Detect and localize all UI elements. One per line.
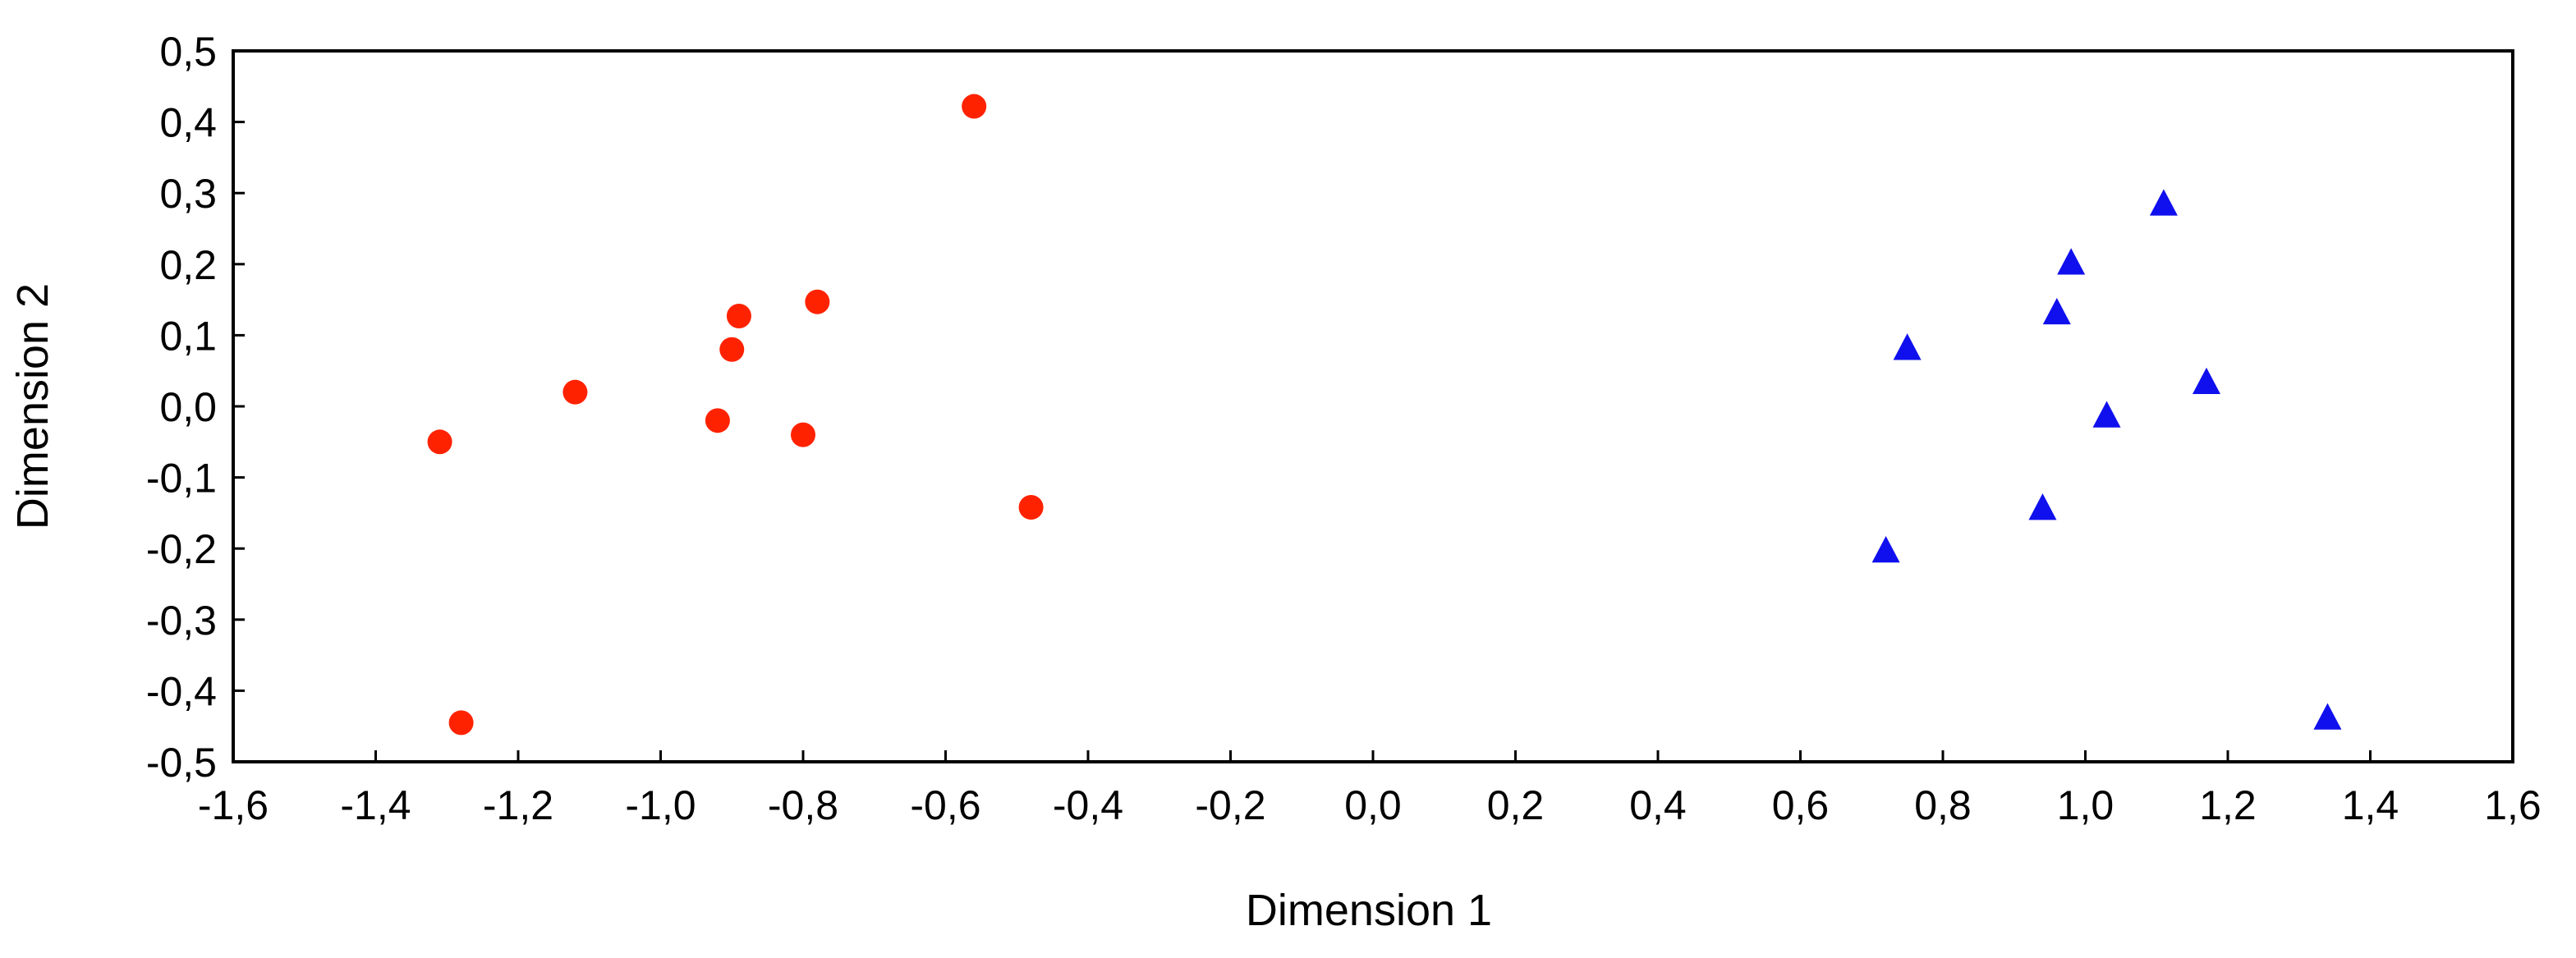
data-point-circle <box>427 429 452 455</box>
data-point-circle <box>726 304 751 329</box>
data-point-triangle <box>1871 535 1900 563</box>
y-tick-label: -0,4 <box>146 668 217 714</box>
x-tick-label: 0,2 <box>1487 782 1545 828</box>
data-point-circle <box>705 408 730 433</box>
x-tick-label: 0,4 <box>1629 782 1687 828</box>
y-tick-label: 0,0 <box>159 384 217 430</box>
x-tick-label: 1,2 <box>2199 782 2257 828</box>
data-point-triangle <box>1893 333 1922 360</box>
x-axis-title: Dimension 1 <box>1246 886 1492 935</box>
x-tick-label: -1,6 <box>198 782 269 828</box>
data-point-triangle <box>2057 248 2086 275</box>
data-point-circle <box>1018 494 1044 520</box>
data-point-circle <box>962 94 987 119</box>
x-axis: -1,6 -1,4 -1,2 -1,0 -0,8 -0,6 -0,4 -0,2 0,0 0,2 0,… <box>198 750 2542 828</box>
y-tick-label: 0,2 <box>159 242 217 288</box>
x-tick-label: -0,6 <box>910 782 980 828</box>
series-1 <box>427 94 1044 736</box>
y-tick-label: 0,3 <box>159 171 217 217</box>
x-tick-label: -0,8 <box>768 782 838 828</box>
y-tick-label: -0,3 <box>146 598 217 644</box>
x-tick-label: 0,0 <box>1344 782 1402 828</box>
x-tick-label: -1,4 <box>340 782 411 828</box>
data-point-triangle <box>2042 297 2071 325</box>
y-tick-label: -0,2 <box>146 526 217 572</box>
y-tick-label: 0,5 <box>159 29 217 75</box>
plot-area-frame <box>232 49 2514 763</box>
y-tick-label: 0,4 <box>159 100 217 146</box>
x-tick-label: 0,8 <box>1914 782 1972 828</box>
x-tick-label: 1,6 <box>2484 782 2542 828</box>
data-point-circle <box>805 289 830 314</box>
y-tick-label: -0,1 <box>146 456 217 502</box>
x-tick-label: -1,2 <box>483 782 553 828</box>
marks-layer <box>427 94 2342 736</box>
data-point-triangle <box>2092 401 2121 428</box>
x-tick-label: -1,0 <box>625 782 696 828</box>
data-point-circle <box>719 337 745 362</box>
data-point-circle <box>562 379 588 405</box>
x-tick-label: -0,2 <box>1195 782 1265 828</box>
data-point-triangle <box>2313 703 2342 730</box>
x-tick-label: -0,4 <box>1053 782 1123 828</box>
x-tick-label: 0,6 <box>1772 782 1830 828</box>
y-tick-label: 0,1 <box>159 313 217 359</box>
data-point-triangle <box>2028 493 2057 520</box>
data-point-triangle <box>2149 189 2178 216</box>
x-tick-label: 1,4 <box>2342 782 2399 828</box>
series-2 <box>1871 189 2342 730</box>
x-tick-label: 1,0 <box>2057 782 2115 828</box>
data-point-circle <box>791 422 815 447</box>
data-point-circle <box>448 710 474 736</box>
y-tick-label: -0,5 <box>146 740 217 786</box>
y-axis: 0,5 0,4 0,3 0,2 0,1 0,0 -0,1 -0,2 -0,3 -0,4 -0,5 <box>146 29 245 786</box>
data-point-triangle <box>2192 367 2220 395</box>
y-axis-title: Dimension 2 <box>8 283 57 529</box>
